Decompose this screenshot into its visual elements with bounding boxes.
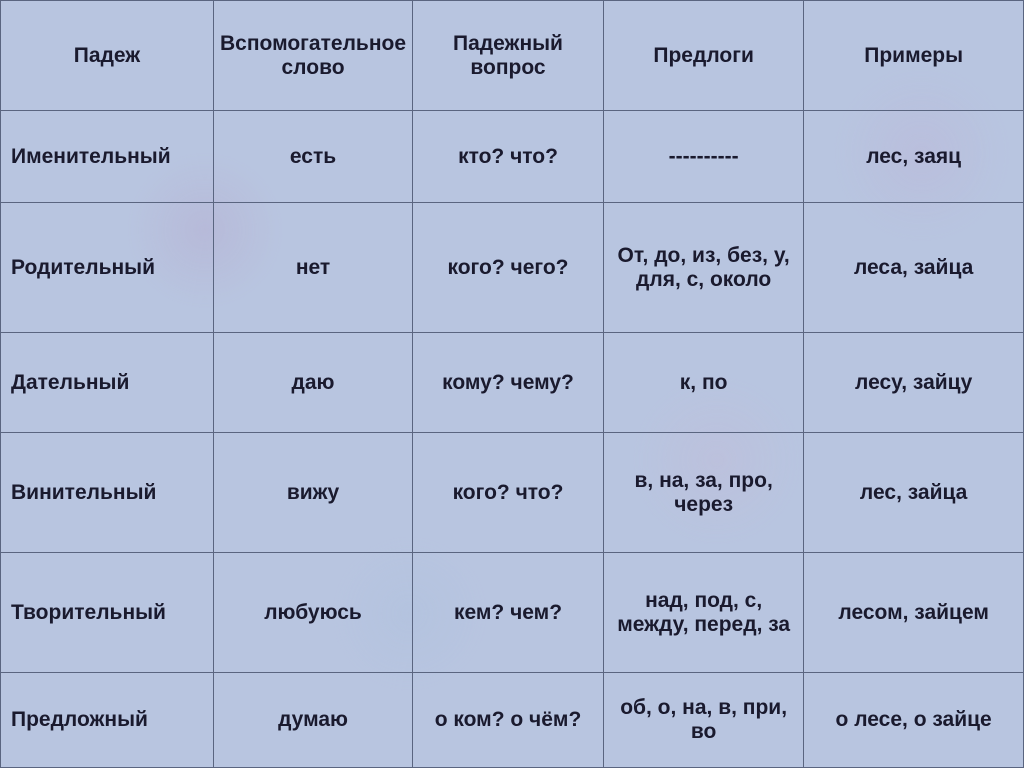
cell-prepositions: ---------- bbox=[604, 111, 804, 203]
cell-question: кем? чем? bbox=[413, 553, 604, 673]
cell-prepositions: об, о, на, в, при, во bbox=[604, 673, 804, 768]
cell-examples: леса, зайца bbox=[804, 203, 1024, 333]
cell-examples: лесу, зайцу bbox=[804, 333, 1024, 433]
cell-helper: любуюсь bbox=[214, 553, 413, 673]
cell-helper: есть bbox=[214, 111, 413, 203]
cell-prepositions: над, под, с, между, перед, за bbox=[604, 553, 804, 673]
table-row: Винительный вижу кого? что? в, на, за, п… bbox=[1, 433, 1024, 553]
table-row: Дательный даю кому? чему? к, по лесу, за… bbox=[1, 333, 1024, 433]
cell-helper: вижу bbox=[214, 433, 413, 553]
cell-question: кто? что? bbox=[413, 111, 604, 203]
cell-case: Творительный bbox=[1, 553, 214, 673]
cell-question: о ком? о чём? bbox=[413, 673, 604, 768]
cell-case: Дательный bbox=[1, 333, 214, 433]
cell-helper: даю bbox=[214, 333, 413, 433]
cell-prepositions: к, по bbox=[604, 333, 804, 433]
header-helper: Вспомогательное слово bbox=[214, 1, 413, 111]
table-row: Предложный думаю о ком? о чём? об, о, на… bbox=[1, 673, 1024, 768]
header-row: Падеж Вспомогательное слово Падежный воп… bbox=[1, 1, 1024, 111]
cell-question: кого? чего? bbox=[413, 203, 604, 333]
header-case: Падеж bbox=[1, 1, 214, 111]
cases-table: Падеж Вспомогательное слово Падежный воп… bbox=[0, 0, 1024, 768]
table-row: Родительный нет кого? чего? От, до, из, … bbox=[1, 203, 1024, 333]
cell-helper: думаю bbox=[214, 673, 413, 768]
cell-case: Предложный bbox=[1, 673, 214, 768]
table-row: Именительный есть кто? что? ---------- л… bbox=[1, 111, 1024, 203]
cell-prepositions: в, на, за, про, через bbox=[604, 433, 804, 553]
cell-case: Винительный bbox=[1, 433, 214, 553]
cell-examples: о лесе, о зайце bbox=[804, 673, 1024, 768]
cell-examples: лес, зайца bbox=[804, 433, 1024, 553]
header-question: Падежный вопрос bbox=[413, 1, 604, 111]
cell-question: кому? чему? bbox=[413, 333, 604, 433]
cell-examples: лес, заяц bbox=[804, 111, 1024, 203]
table-row: Творительный любуюсь кем? чем? над, под,… bbox=[1, 553, 1024, 673]
cell-case: Родительный bbox=[1, 203, 214, 333]
cell-prepositions: От, до, из, без, у, для, с, около bbox=[604, 203, 804, 333]
cell-examples: лесом, зайцем bbox=[804, 553, 1024, 673]
header-examples: Примеры bbox=[804, 1, 1024, 111]
cell-case: Именительный bbox=[1, 111, 214, 203]
cell-helper: нет bbox=[214, 203, 413, 333]
header-prepositions: Предлоги bbox=[604, 1, 804, 111]
cell-question: кого? что? bbox=[413, 433, 604, 553]
